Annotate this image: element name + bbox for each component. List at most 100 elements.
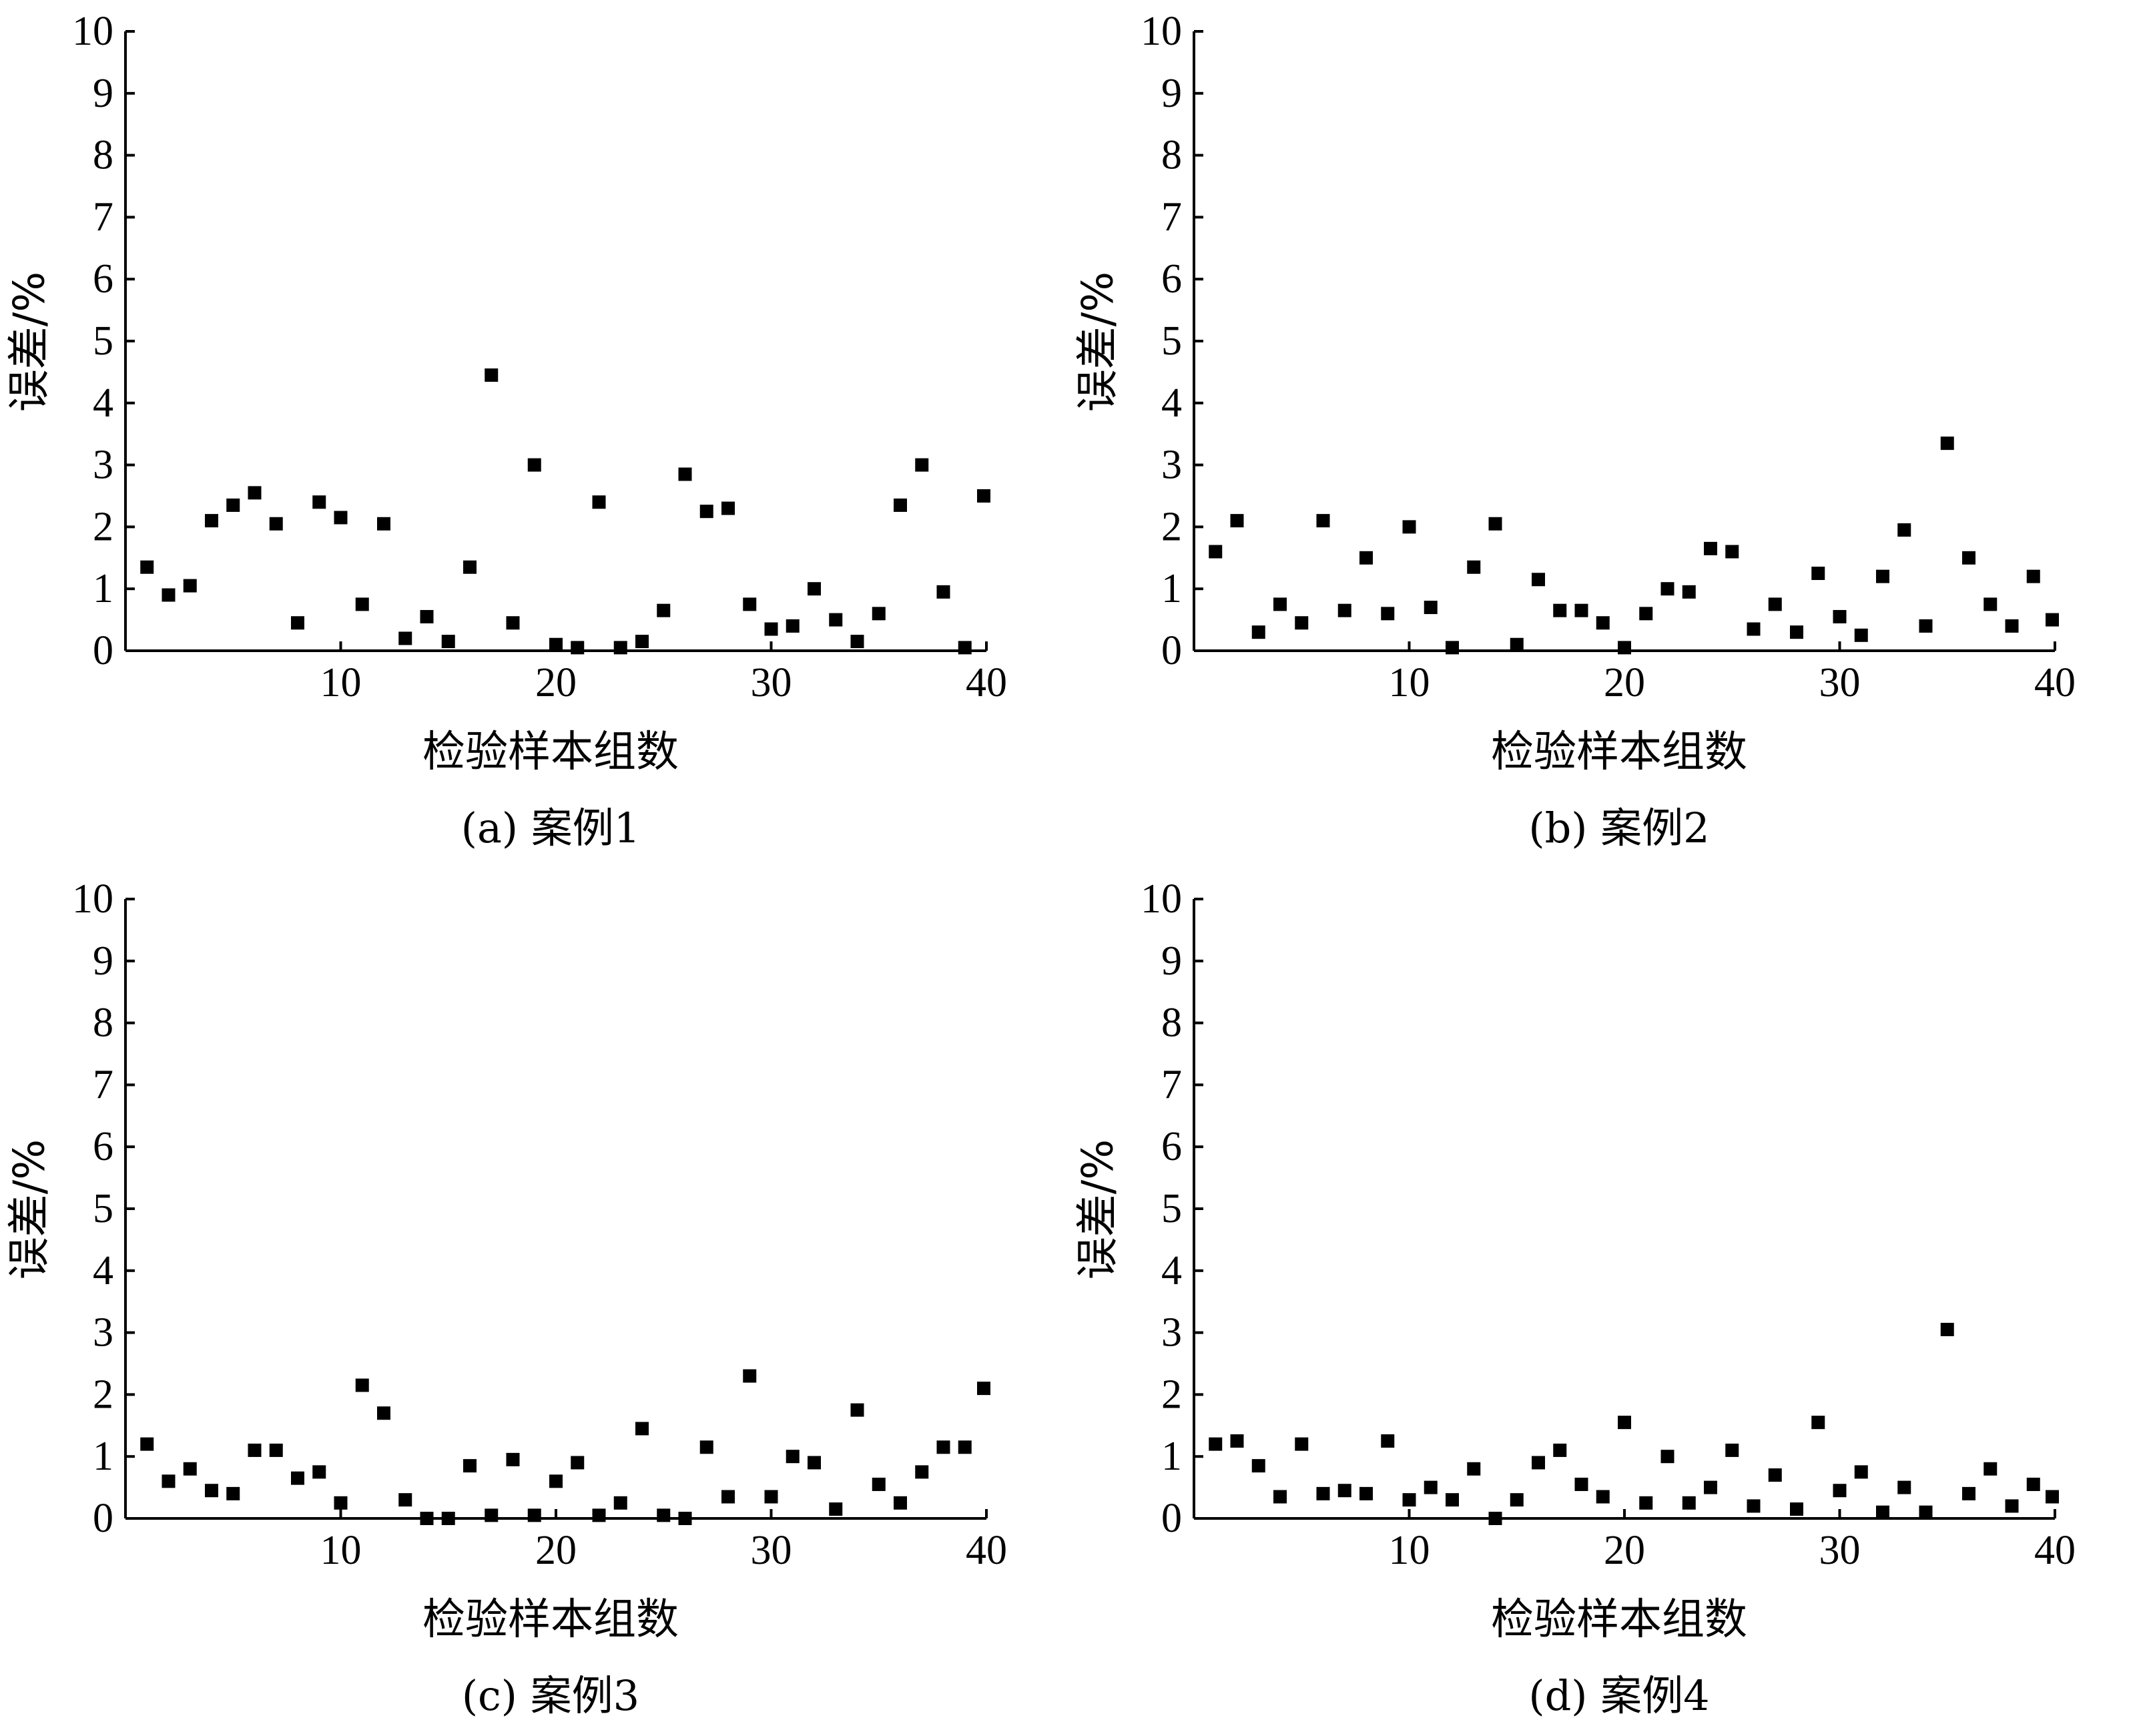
y-tick-label: 8	[1161, 133, 1182, 178]
y-tick-label: 4	[93, 380, 113, 426]
chart-caption: (d) 案例4	[1528, 1671, 1709, 1720]
data-point	[786, 619, 800, 633]
data-point	[1833, 609, 1847, 623]
x-axis-title: 检验样本组数	[1491, 728, 1747, 777]
data-point	[592, 1508, 606, 1522]
data-point	[1337, 603, 1351, 617]
data-point	[355, 1378, 369, 1392]
data-point	[1876, 569, 1889, 583]
y-tick-label: 0	[93, 1496, 113, 1541]
data-point	[1488, 517, 1502, 531]
data-point	[571, 641, 585, 655]
data-point	[872, 1477, 886, 1491]
data-point	[1618, 641, 1631, 655]
y-tick-label: 5	[1161, 318, 1182, 364]
x-tick-label: 30	[751, 660, 792, 705]
data-point	[1209, 1437, 1223, 1451]
data-point	[1854, 1465, 1868, 1479]
data-point	[1359, 551, 1373, 565]
y-tick-label: 6	[1161, 1124, 1182, 1169]
scatter-plot: 0 1 2 3 4 5 6 7 8 9 10 10 20 30 40 检验样本组数 误差/% (c) 案例3	[5, 876, 1007, 1720]
data-point	[1704, 1480, 1717, 1494]
data-point	[613, 641, 627, 655]
y-tick-label: 4	[1161, 1248, 1182, 1293]
x-tick-label: 10	[320, 1528, 362, 1573]
x-tick-label: 40	[966, 1528, 1007, 1573]
y-tick-label: 3	[1161, 1310, 1182, 1356]
data-point	[1574, 1477, 1588, 1491]
data-point	[1940, 437, 1954, 451]
data-point	[1424, 601, 1438, 615]
data-point	[334, 511, 348, 525]
data-point	[1446, 641, 1459, 655]
data-point	[1553, 1443, 1567, 1457]
y-tick-label: 1	[1161, 1434, 1182, 1479]
data-point	[936, 1440, 950, 1454]
data-point	[1596, 1490, 1610, 1504]
data-point	[1919, 619, 1933, 633]
data-point	[441, 1512, 455, 1525]
data-point	[872, 607, 886, 621]
y-tick-label: 4	[1161, 380, 1182, 426]
data-point	[657, 1508, 671, 1522]
y-tick-label: 3	[1161, 443, 1182, 488]
data-point	[226, 498, 240, 512]
scatter-plot: 0 1 2 3 4 5 6 7 8 9 10 10 20 30 40 检验样本组数 误差/% (d) 案例4	[1074, 876, 2076, 1720]
y-tick-label: 9	[93, 71, 113, 116]
y-tick-label: 8	[93, 1000, 113, 1046]
data-point	[205, 514, 218, 528]
y-tick-label: 10	[72, 9, 113, 54]
x-tick-label: 40	[2034, 1528, 2076, 1573]
data-point	[140, 560, 154, 574]
chart-caption: (a) 案例1	[461, 804, 641, 852]
data-point	[1682, 585, 1696, 599]
y-axis-title: 误差/%	[1074, 1139, 1123, 1279]
data-point	[592, 495, 606, 509]
y-tick-label: 7	[93, 194, 113, 240]
x-tick-label: 20	[535, 660, 577, 705]
data-point	[2005, 619, 2019, 633]
data-point	[312, 1465, 326, 1479]
data-point	[377, 1406, 390, 1420]
data-point	[678, 467, 692, 481]
data-point	[377, 517, 390, 531]
data-point	[1682, 1496, 1696, 1510]
x-tick-label: 20	[535, 1528, 577, 1573]
data-point	[1295, 616, 1309, 630]
data-point	[2046, 613, 2059, 627]
data-point	[312, 495, 326, 509]
data-point	[1316, 514, 1330, 528]
data-point	[571, 1456, 585, 1470]
data-point	[1467, 560, 1481, 574]
x-tick-label: 20	[1604, 1528, 1645, 1573]
y-tick-label: 1	[1161, 566, 1182, 611]
data-point	[269, 517, 283, 531]
data-point	[2046, 1490, 2059, 1504]
data-point	[1488, 1512, 1502, 1525]
data-point	[850, 1403, 864, 1417]
data-point	[958, 1440, 972, 1454]
data-point	[721, 1490, 735, 1504]
data-point	[1359, 1486, 1373, 1500]
data-point	[1467, 1462, 1481, 1476]
data-point	[162, 1474, 176, 1488]
chart-panel-c: 0 1 2 3 4 5 6 7 8 9 10 10 20 30 40 检验样本组数 误差/% (c) 案例3	[0, 868, 1068, 1735]
data-point	[248, 1443, 262, 1457]
data-point	[162, 588, 176, 602]
data-point	[1768, 597, 1782, 611]
data-point	[829, 613, 843, 627]
data-point	[699, 1440, 713, 1454]
data-point	[1553, 603, 1567, 617]
data-point	[1854, 628, 1868, 642]
data-point	[1381, 607, 1395, 621]
data-point	[183, 1462, 197, 1476]
data-point	[1424, 1480, 1438, 1494]
scatter-plot: 0 1 2 3 4 5 6 7 8 9 10 10 20 30 40 检验样本组数 误差/% (b) 案例2	[1074, 9, 2076, 852]
data-point	[506, 616, 520, 630]
y-tick-label: 8	[1161, 1000, 1182, 1046]
data-point	[1962, 1486, 1975, 1500]
data-point	[1402, 1493, 1416, 1507]
y-tick-label: 1	[93, 566, 113, 611]
data-point	[1639, 1496, 1653, 1510]
data-point	[1251, 1459, 1265, 1473]
